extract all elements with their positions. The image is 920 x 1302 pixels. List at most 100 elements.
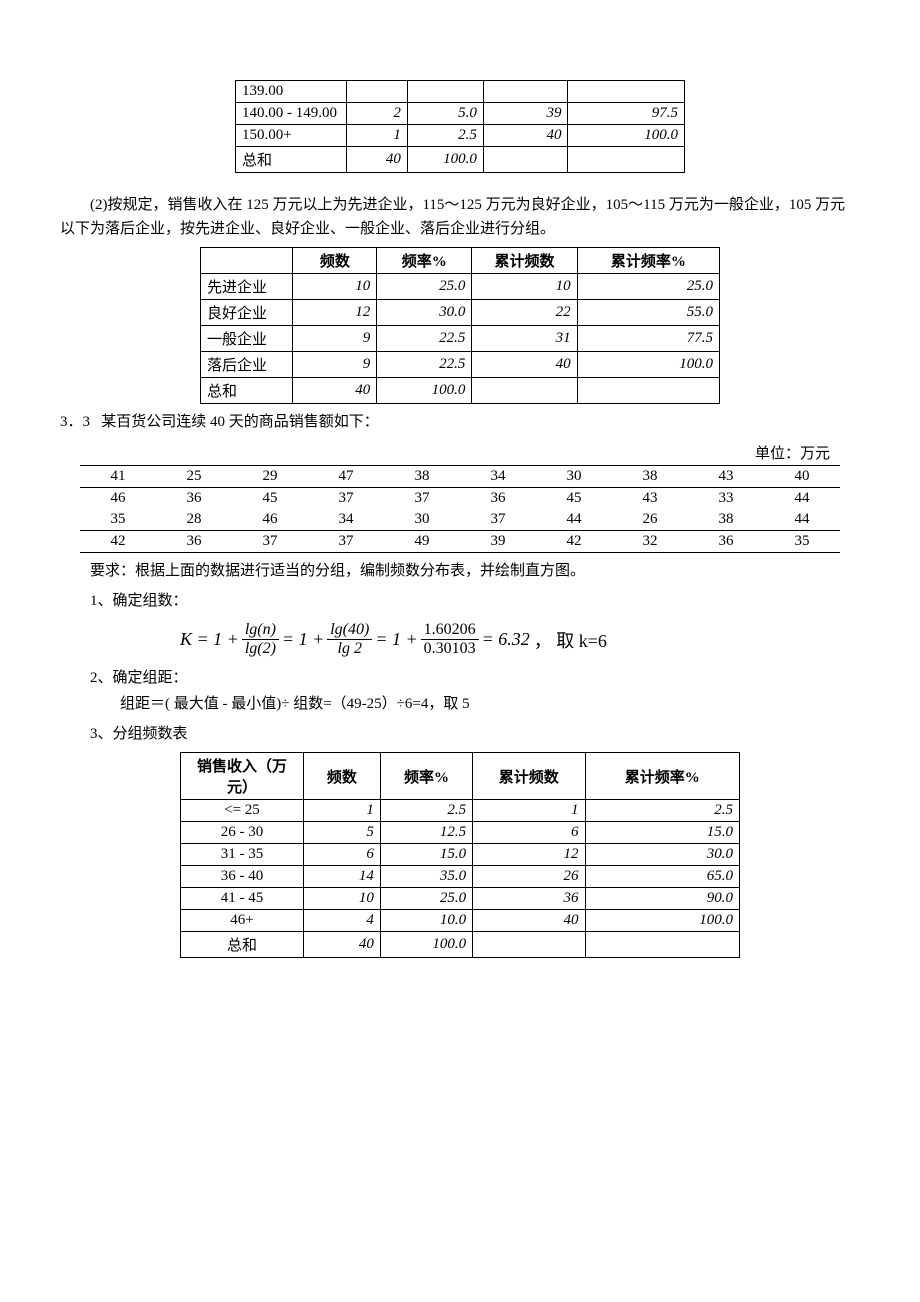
- cell: 22.5: [377, 352, 472, 378]
- cell: 40: [483, 125, 568, 147]
- formula-tail: ， 取 k=6: [534, 627, 607, 653]
- data-cell: 46: [80, 488, 156, 510]
- cell: 9: [293, 326, 377, 352]
- data-cell: 37: [308, 531, 384, 553]
- frac-num: lg(40): [327, 621, 372, 640]
- table-header-row: 销售收入（万元） 频数 频率% 累计频数 累计频率%: [181, 753, 740, 800]
- cell: 5: [303, 822, 380, 844]
- data-row: 41 25 29 47 38 34 30 38 43 40: [80, 466, 840, 488]
- cell: 22: [472, 300, 577, 326]
- data-cell: 39: [460, 531, 536, 553]
- cell: 2.5: [380, 800, 472, 822]
- cell-label: 落后企业: [201, 352, 293, 378]
- table-row-total: 总和 40 100.0: [181, 932, 740, 958]
- cell: [568, 147, 685, 173]
- cell: 31: [472, 326, 577, 352]
- cell: [473, 932, 585, 958]
- table-row: 139.00: [236, 81, 685, 103]
- data-cell: 32: [612, 531, 688, 553]
- header-blank: [201, 248, 293, 274]
- unit-label: 单位：万元: [80, 440, 840, 466]
- data-cell: 37: [384, 488, 460, 510]
- data-cell: 35: [80, 509, 156, 531]
- cell: 100.0: [585, 910, 740, 932]
- cell: 25.0: [577, 274, 719, 300]
- cell-label: 46+: [181, 910, 304, 932]
- frac-num: 1.60206: [421, 621, 479, 640]
- cell: 22.5: [377, 326, 472, 352]
- cell: 39: [483, 103, 568, 125]
- question-text: 某百货公司连续 40 天的商品销售额如下：: [101, 414, 379, 430]
- cell: 15.0: [585, 822, 740, 844]
- cell-label: 26 - 30: [181, 822, 304, 844]
- cell: 97.5: [568, 103, 685, 125]
- data-cell: 37: [232, 531, 308, 553]
- cell: 100.0: [577, 352, 719, 378]
- cell: 10: [472, 274, 577, 300]
- paragraph-classification: (2)按规定，销售收入在 125 万元以上为先进企业，115～125 万元为良好…: [60, 193, 860, 241]
- cell: 90.0: [585, 888, 740, 910]
- data-cell: 29: [232, 466, 308, 488]
- cell: 6: [473, 822, 585, 844]
- cell-label: 36 - 40: [181, 866, 304, 888]
- cell: 40: [303, 932, 380, 958]
- cell: 25.0: [377, 274, 472, 300]
- cell: 30.0: [585, 844, 740, 866]
- cell: 1: [473, 800, 585, 822]
- cell-label: 150.00+: [236, 125, 347, 147]
- data-cell: 43: [688, 466, 764, 488]
- table-row: 36 - 40 14 35.0 26 65.0: [181, 866, 740, 888]
- data-cell: 37: [308, 488, 384, 510]
- table-row: 31 - 35 6 15.0 12 30.0: [181, 844, 740, 866]
- header-cumrate: 累计频率%: [585, 753, 740, 800]
- cell: 100.0: [377, 378, 472, 404]
- formula-eq: = 6.32: [482, 629, 530, 650]
- cell: [585, 932, 740, 958]
- cell: 100.0: [568, 125, 685, 147]
- formula-K: K = 1 + lg(n) lg(2) = 1 + lg(40) lg 2 = …: [60, 621, 860, 658]
- formula-pre: K = 1 +: [180, 629, 239, 650]
- table-2-enterprise: 频数 频率% 累计频数 累计频率% 先进企业 10 25.0 10 25.0 良…: [200, 247, 720, 404]
- header-cumfreq: 累计频数: [472, 248, 577, 274]
- header-freq: 频数: [303, 753, 380, 800]
- table-row: 150.00+ 1 2.5 40 100.0: [236, 125, 685, 147]
- frac-2: lg(40) lg 2: [327, 621, 372, 658]
- table-row: 46+ 4 10.0 40 100.0: [181, 910, 740, 932]
- cell: 6: [303, 844, 380, 866]
- data-cell: 49: [384, 531, 460, 553]
- cell: 100.0: [380, 932, 472, 958]
- table-row-total: 总和 40 100.0: [236, 147, 685, 173]
- data-cell: 46: [232, 509, 308, 531]
- frac-den: 0.30103: [421, 640, 479, 658]
- data-cell: 36: [460, 488, 536, 510]
- frac-den: lg(2): [242, 640, 279, 658]
- frac-1: lg(n) lg(2): [242, 621, 279, 658]
- data-cell: 42: [536, 531, 612, 553]
- data-cell: 25: [156, 466, 232, 488]
- cell-label: 41 - 45: [181, 888, 304, 910]
- table-row: 140.00 - 149.00 2 5.0 39 97.5: [236, 103, 685, 125]
- header-range: 销售收入（万元）: [181, 753, 304, 800]
- cell: [347, 81, 407, 103]
- cell: 4: [303, 910, 380, 932]
- data-cell: 36: [156, 531, 232, 553]
- table-row: 先进企业 10 25.0 10 25.0: [201, 274, 720, 300]
- cell-label: 140.00 - 149.00: [236, 103, 347, 125]
- cell: [407, 81, 483, 103]
- table-row: 一般企业 9 22.5 31 77.5: [201, 326, 720, 352]
- cell: [483, 147, 568, 173]
- cell: 40: [472, 352, 577, 378]
- data-row: 42 36 37 37 49 39 42 32 36 35: [80, 531, 840, 553]
- requirement-text: 要求：根据上面的数据进行适当的分组，编制频数分布表，并绘制直方图。: [60, 559, 860, 583]
- data-cell: 33: [688, 488, 764, 510]
- cell: 40: [293, 378, 377, 404]
- frac-num: lg(n): [242, 621, 279, 640]
- table-row: 41 - 45 10 25.0 36 90.0: [181, 888, 740, 910]
- formula-eq: = 1 +: [375, 629, 417, 650]
- data-cell: 45: [536, 488, 612, 510]
- cell: 100.0: [407, 147, 483, 173]
- cell: 2: [347, 103, 407, 125]
- cell: [577, 378, 719, 404]
- step1-label: 1、确定组数：: [60, 589, 860, 613]
- data-cell: 40: [764, 466, 840, 488]
